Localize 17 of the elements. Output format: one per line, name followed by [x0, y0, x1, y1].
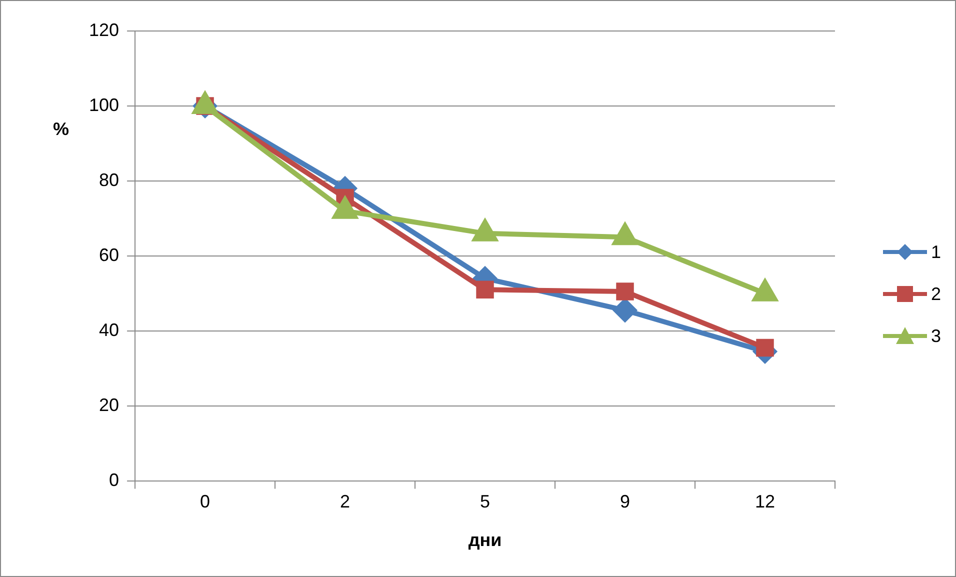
x-tick-label: 12 — [754, 492, 776, 512]
y-axis-title: % — [53, 119, 70, 140]
y-tick-label: 40 — [99, 320, 120, 340]
y-tick-label: 100 — [88, 94, 120, 115]
y-tick-label: 60 — [99, 244, 120, 265]
x-tick-label: 5 — [480, 492, 490, 512]
y-tick-label: 120 — [88, 20, 120, 40]
x-tick-label: 2 — [340, 492, 350, 512]
x-tick-label: 0 — [200, 492, 210, 512]
legend-label: 1 — [930, 242, 941, 262]
legend-label: 2 — [930, 284, 941, 304]
y-tick-label: 20 — [99, 394, 120, 415]
y-tick-label: 80 — [99, 170, 120, 190]
x-tick-label: 9 — [620, 492, 630, 512]
x-axis-title: дни — [468, 530, 502, 550]
y-tick-label: 0 — [109, 470, 120, 490]
legend-label: 3 — [930, 326, 941, 346]
